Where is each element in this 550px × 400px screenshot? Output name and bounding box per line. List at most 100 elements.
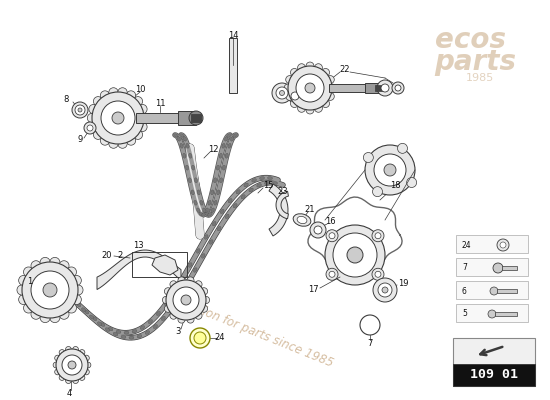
Ellipse shape [191,165,195,170]
Ellipse shape [137,335,142,338]
Circle shape [187,277,194,284]
Ellipse shape [140,326,145,329]
Circle shape [406,178,417,188]
Ellipse shape [148,320,152,324]
Bar [178,111,196,125]
Text: 109 01: 109 01 [470,368,518,382]
Ellipse shape [97,322,102,326]
Circle shape [162,296,169,304]
Circle shape [67,267,76,277]
Circle shape [40,257,50,268]
Ellipse shape [81,308,86,312]
Circle shape [72,275,81,286]
Bar [136,113,191,123]
Circle shape [285,92,294,100]
Circle shape [73,346,79,352]
Bar [365,83,380,93]
Circle shape [62,355,82,375]
Ellipse shape [197,190,200,195]
Text: 9: 9 [78,136,82,144]
Circle shape [200,288,207,295]
Ellipse shape [183,153,186,158]
Circle shape [92,92,144,144]
Ellipse shape [180,143,183,148]
Ellipse shape [249,188,254,192]
Circle shape [378,283,392,297]
Circle shape [65,346,72,352]
Text: 24: 24 [462,240,472,250]
Bar [456,258,528,276]
Text: 13: 13 [133,242,144,250]
Ellipse shape [196,248,200,253]
Circle shape [59,261,69,271]
Circle shape [164,305,172,312]
Ellipse shape [225,153,228,158]
Ellipse shape [213,178,217,183]
Circle shape [50,312,60,323]
Ellipse shape [76,303,81,307]
Text: 19: 19 [398,278,408,288]
Circle shape [195,312,202,319]
Ellipse shape [219,178,223,183]
Circle shape [22,262,78,318]
Bar [132,252,187,277]
Bar [495,312,517,316]
Text: 3: 3 [175,328,181,336]
Circle shape [118,88,127,97]
Circle shape [79,375,85,380]
Circle shape [24,267,34,277]
Circle shape [109,88,118,97]
Circle shape [72,294,81,305]
Ellipse shape [201,254,205,258]
Circle shape [488,310,496,318]
Circle shape [72,102,88,118]
Circle shape [490,287,498,295]
Ellipse shape [205,208,208,213]
Circle shape [89,104,98,114]
Ellipse shape [217,190,220,195]
Circle shape [305,83,315,93]
Ellipse shape [265,182,270,185]
Circle shape [325,225,385,285]
Circle shape [54,355,60,361]
Polygon shape [97,250,181,290]
Ellipse shape [92,317,97,321]
Circle shape [328,84,336,92]
Ellipse shape [116,330,121,334]
Ellipse shape [180,276,184,281]
Bar [456,304,528,322]
Ellipse shape [202,212,206,216]
Circle shape [87,113,97,123]
Ellipse shape [194,200,197,205]
Ellipse shape [173,290,176,294]
Ellipse shape [194,268,197,272]
Ellipse shape [174,134,178,137]
Circle shape [373,278,397,302]
Circle shape [372,268,384,280]
Circle shape [109,139,118,148]
Circle shape [40,312,50,323]
Circle shape [173,287,199,313]
Circle shape [178,277,185,284]
Text: 1: 1 [28,278,32,286]
Circle shape [310,222,326,238]
Text: 16: 16 [324,218,336,226]
Circle shape [298,64,306,72]
Text: 7: 7 [367,338,373,348]
Bar [229,38,237,93]
Text: 24: 24 [214,334,225,342]
Text: 7: 7 [462,264,467,272]
Text: 12: 12 [208,146,218,154]
Circle shape [377,80,393,96]
Circle shape [194,332,206,344]
Ellipse shape [257,184,261,187]
Ellipse shape [199,212,204,216]
Circle shape [19,294,29,305]
Circle shape [138,122,147,132]
Ellipse shape [156,311,161,316]
Ellipse shape [132,330,137,333]
Circle shape [306,62,314,70]
Circle shape [31,261,41,271]
Ellipse shape [211,208,215,213]
Text: 15: 15 [263,180,273,190]
